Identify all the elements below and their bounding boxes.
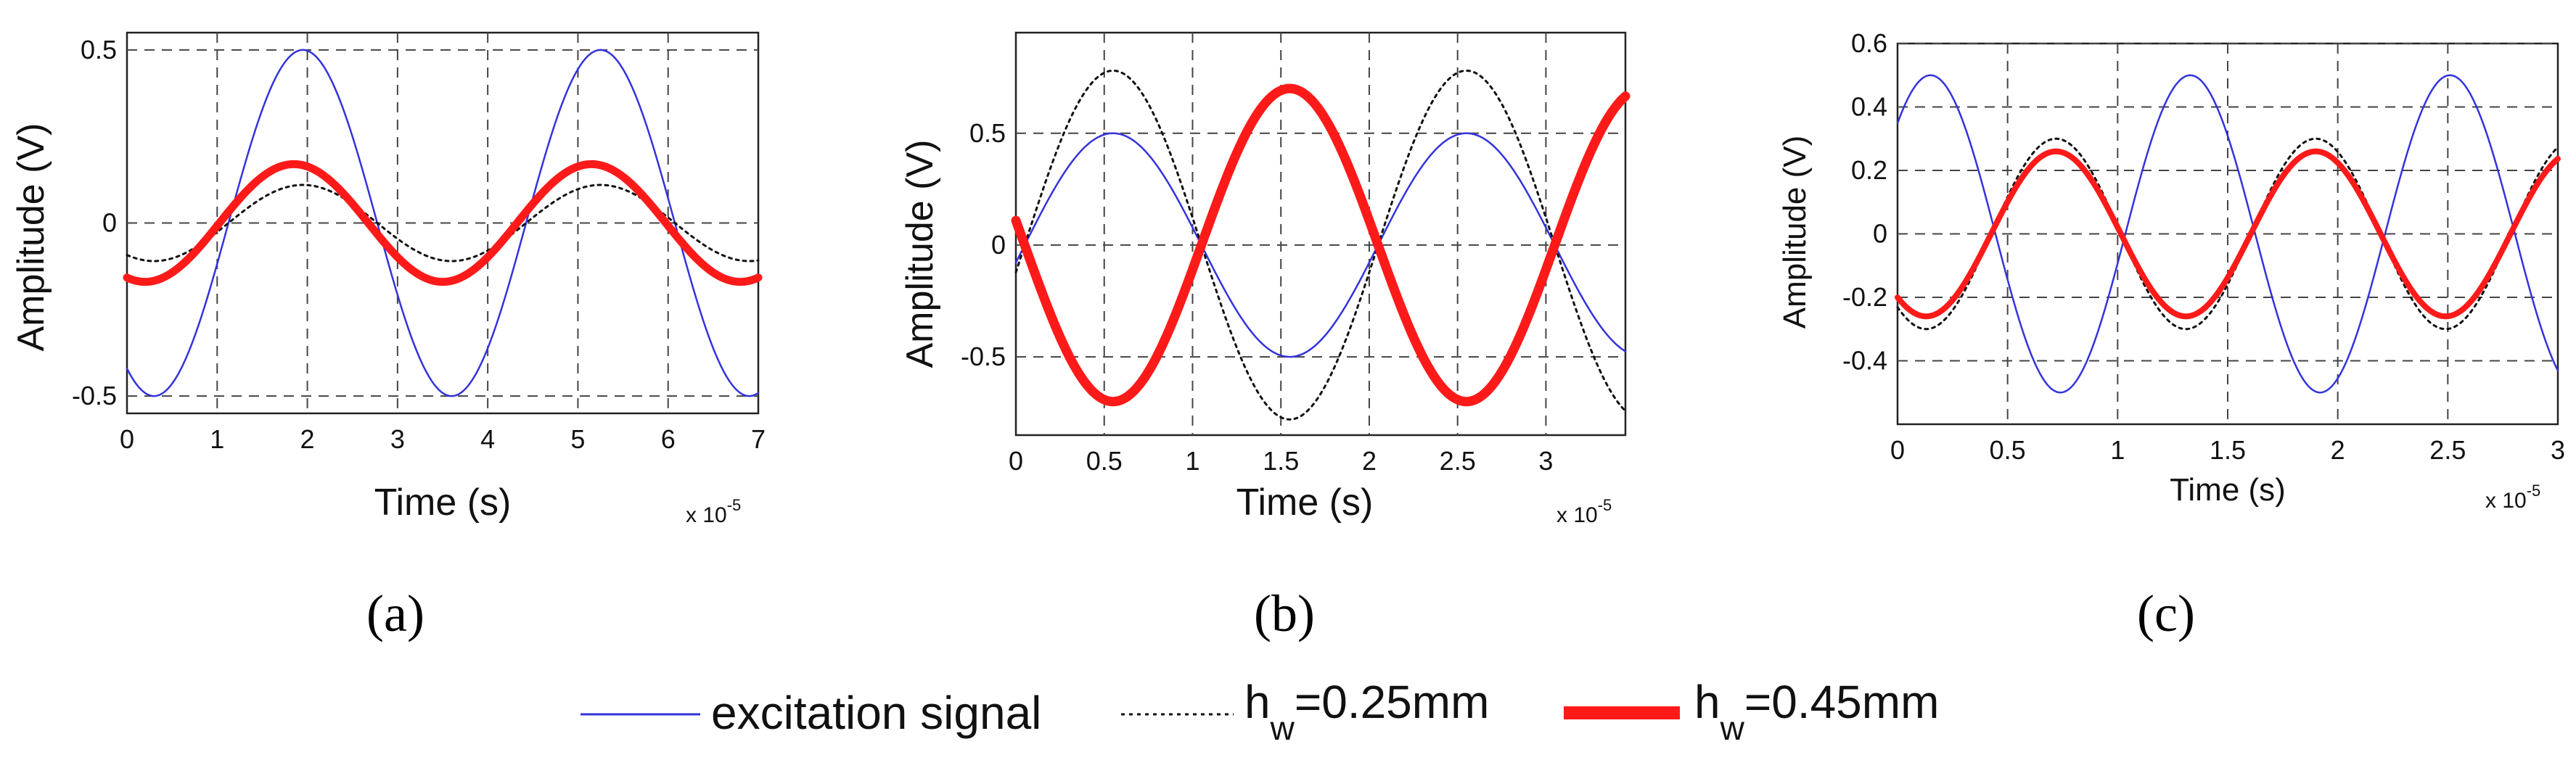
panel-a-ytick-label: 0 xyxy=(102,208,117,238)
panel-a-xtick-label: 4 xyxy=(480,424,495,454)
legend-hw025-label: hw=0.25mm xyxy=(1244,676,1489,747)
panel-b-x-multiplier: x 10-5 xyxy=(1556,496,1612,527)
panel-a-ytick-label: 0.5 xyxy=(81,35,117,65)
panel-c-series-excitation-signal xyxy=(1896,74,2559,394)
panel-c-x-multiplier: x 10-5 xyxy=(2485,482,2540,513)
panel-c-ytick-label: -0.4 xyxy=(1842,346,1887,376)
panel-b-ytick-label: -0.5 xyxy=(961,342,1006,371)
panel-a-xtick-label: 0 xyxy=(120,424,134,454)
panel-a-xtick-label: 7 xyxy=(751,424,766,454)
panel-c: 0 0.5 1 1.5 2 2.5 3 -0.4 -0.2 0 0.2 0.4 0.6 Amplitud… xyxy=(1777,28,2565,643)
panel-b-ytick-label: 0 xyxy=(991,230,1006,260)
panel-a-xtick-label: 1 xyxy=(210,424,224,454)
panel-b-ytick-label: 0.5 xyxy=(969,118,1006,148)
panel-b-plot-frame xyxy=(1014,31,1627,437)
panel-a-label: (a) xyxy=(366,585,424,643)
panel-c-ytick-label: 0 xyxy=(1873,219,1887,249)
panel-c-xtick-label: 0.5 xyxy=(1990,435,2026,465)
panel-b-xtick-label: 1 xyxy=(1185,446,1199,476)
panel-b: 0 0.5 1 1.5 2 2.5 3 -0.5 0 0.5 Amplitude (V) Time… xyxy=(899,31,1630,643)
panel-b-xtick-label: 2 xyxy=(1362,446,1377,476)
panel-b-plot: 0 0.5 1 1.5 2 2.5 3 -0.5 0 0.5 xyxy=(961,31,1630,476)
panel-c-label: (c) xyxy=(2137,585,2195,643)
panel-a-x-multiplier: x 10-5 xyxy=(686,496,741,527)
panel-b-xtick-label: 3 xyxy=(1538,446,1553,476)
panel-b-xtick-label: 2.5 xyxy=(1440,446,1476,476)
panel-c-xtick-label: 0 xyxy=(1890,435,1905,465)
panel-a-xtick-label: 3 xyxy=(390,424,405,454)
panel-b-ylabel: Amplitude (V) xyxy=(899,140,941,368)
panel-b-series-excitation-signal xyxy=(1014,132,1627,358)
panel-c-ytick-label: 0.6 xyxy=(1851,28,1887,58)
panel-c-ytick-label: 0.4 xyxy=(1851,92,1887,122)
legend: excitation signal hw=0.25mm hw=0.45mm xyxy=(581,676,1939,747)
panel-c-ytick-label: -0.2 xyxy=(1842,282,1887,312)
panel-b-label: (b) xyxy=(1254,585,1315,643)
panel-b-xtick-label: 0 xyxy=(1009,446,1023,476)
panel-c-xtick-label: 2.5 xyxy=(2429,435,2466,465)
panel-c-plot: 0 0.5 1 1.5 2 2.5 3 -0.4 -0.2 0 0.2 0.4 0.6 xyxy=(1842,28,2565,465)
panel-b-series-hw-0-25mm xyxy=(1014,69,1627,421)
panel-c-xlabel: Time (s) xyxy=(2170,472,2286,508)
panel-a-xtick-label: 6 xyxy=(661,424,676,454)
panel-c-series-hw-0-45mm xyxy=(1895,148,2561,320)
panel-a-xlabel: Time (s) xyxy=(374,482,512,524)
legend-excitation-label: excitation signal xyxy=(711,687,1041,739)
panel-b-xtick-label: 0.5 xyxy=(1086,446,1123,476)
panel-b-xtick-label: 1.5 xyxy=(1263,446,1299,476)
panel-c-xtick-label: 1.5 xyxy=(2210,435,2246,465)
panel-c-ylabel: Amplitude (V) xyxy=(1777,136,1813,329)
panel-a-ylabel: Amplitude (V) xyxy=(10,123,52,352)
panel-c-xtick-label: 1 xyxy=(2110,435,2125,465)
panel-a-series-hw-0-45mm xyxy=(123,160,763,286)
panel-a-plot: 0 1 2 3 4 5 6 7-0.500.5 xyxy=(72,31,766,454)
panel-b-xlabel: Time (s) xyxy=(1236,482,1374,524)
legend-hw045-label: hw=0.45mm xyxy=(1694,676,1939,747)
panel-a-xtick-label: 5 xyxy=(570,424,585,454)
panel-b-series-hw-0-45mm xyxy=(1011,83,1630,407)
panel-c-xtick-label: 2 xyxy=(2331,435,2345,465)
panel-c-xtick-label: 3 xyxy=(2551,435,2565,465)
panel-a: 0 1 2 3 4 5 6 7-0.500.5 Amplitude (V) Time (s) … xyxy=(10,31,766,643)
panel-c-ytick-label: 0.2 xyxy=(1851,155,1887,185)
panel-a-ytick-label: -0.5 xyxy=(72,381,117,410)
panel-a-xtick-label: 2 xyxy=(300,424,315,454)
